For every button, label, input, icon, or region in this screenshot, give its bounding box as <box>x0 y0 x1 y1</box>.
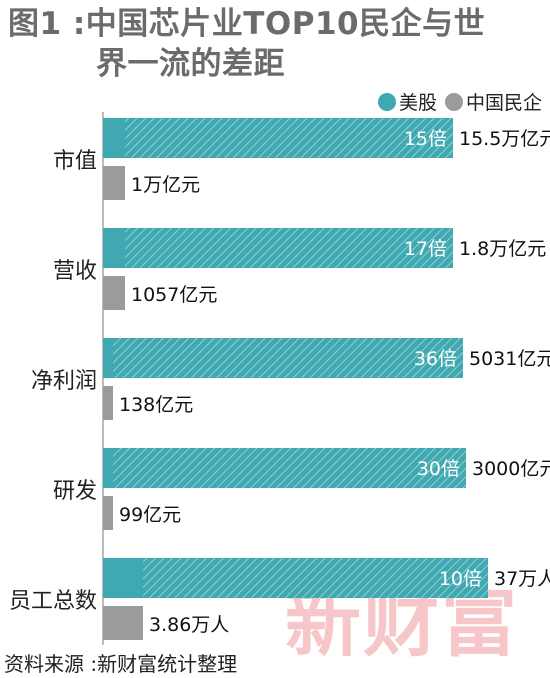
cn-value-label-1: 1057亿元 <box>131 284 217 306</box>
us-value-label-1: 1.8万亿元 <box>459 238 546 260</box>
cn-value-label-4: 3.86万人 <box>149 614 229 636</box>
us-bar-0 <box>125 118 453 158</box>
cn-bar-4 <box>103 606 143 640</box>
us-bar-4 <box>143 558 488 598</box>
us-bar-2 <box>113 338 463 378</box>
legend-us-label: 美股 <box>398 92 437 114</box>
us-bar-solid-0 <box>103 118 125 158</box>
us-value-label-0: 15.5万亿元 <box>459 128 550 150</box>
ratio-label-1: 17倍 <box>404 238 447 260</box>
cn-bar-1 <box>103 276 125 310</box>
us-bar-solid-4 <box>103 558 143 598</box>
us-bar-solid-3 <box>103 448 113 488</box>
legend-cn-swatch <box>444 92 463 111</box>
ratio-label-4: 10倍 <box>439 568 482 590</box>
cn-bar-2 <box>103 386 113 420</box>
ratio-label-2: 36倍 <box>414 348 457 370</box>
us-value-label-3: 3000亿元 <box>472 458 550 480</box>
category-label-3: 研发 <box>53 479 97 504</box>
ratio-label-0: 15倍 <box>404 128 447 150</box>
category-label-2: 净利润 <box>31 369 97 394</box>
ratio-label-3: 30倍 <box>417 458 460 480</box>
category-label-4: 员工总数 <box>9 589 97 614</box>
us-bar-solid-1 <box>103 228 125 268</box>
source-note: 资料来源 :新财富统计整理 <box>4 652 238 676</box>
cn-bar-0 <box>103 166 125 200</box>
legend-cn-label: 中国民企 <box>465 92 542 114</box>
legend: 美股 中国民企 <box>370 88 542 115</box>
us-bar-solid-2 <box>103 338 113 378</box>
title-line1: 图1 :中国芯片业TOP10民企与世 <box>8 6 486 42</box>
cn-value-label-0: 1万亿元 <box>131 174 200 196</box>
us-bar-1 <box>125 228 453 268</box>
cn-bar-3 <box>103 496 113 530</box>
category-label-0: 市值 <box>53 149 97 174</box>
chart-title: 图1 :中国芯片业TOP10民企与世 界一流的差距 <box>8 4 548 84</box>
us-value-label-4: 37万人 <box>494 568 550 590</box>
cn-value-label-2: 138亿元 <box>119 394 193 416</box>
legend-us-swatch <box>377 92 396 111</box>
title-line2: 界一流的差距 <box>96 46 285 82</box>
cn-value-label-3: 99亿元 <box>119 504 181 526</box>
us-value-label-2: 5031亿元 <box>469 348 550 370</box>
us-bar-3 <box>113 448 466 488</box>
category-label-1: 营收 <box>53 259 97 284</box>
